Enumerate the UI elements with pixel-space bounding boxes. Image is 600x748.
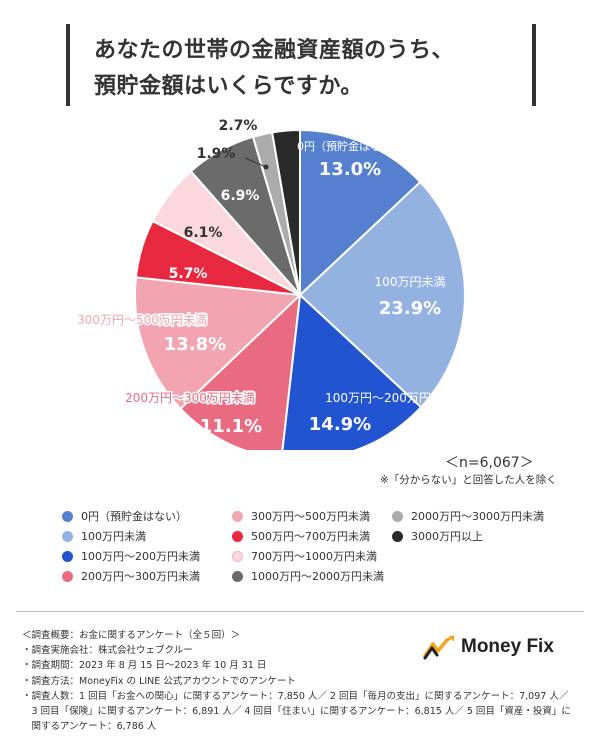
survey-count-3: 関するアンケート：6,786 人 xyxy=(22,721,157,733)
legend-swatch xyxy=(232,550,243,562)
slice-value-label: 6.1% xyxy=(184,225,223,241)
survey-method: ・調査方法：MoneyFix の LINE 公式アカウントでのアンケート xyxy=(22,675,296,687)
legend-swatch xyxy=(392,510,403,522)
slice-value-label: 2.7% xyxy=(219,118,258,134)
leader-dot xyxy=(263,164,269,170)
legend-item: 3000万円以上 xyxy=(392,528,483,544)
slice-value-label: 14.9% xyxy=(309,414,371,435)
legend-label: 100万円～200万円未満 xyxy=(81,550,200,563)
survey-count-2: 3 回目「保険」に関するアンケート：6,891 人／ 4 回目「住まい」に関する… xyxy=(22,706,571,718)
slice-name-label: 0円（預貯金はない） xyxy=(297,139,403,153)
legend-item: 500万円～700万円未満 xyxy=(232,528,370,544)
pie-slice xyxy=(298,180,466,409)
legend-item: 0円（預貯金はない） xyxy=(62,508,187,524)
slice-name-label: 100万円未満 xyxy=(375,275,446,289)
legend-item: 700万円～1000万円未満 xyxy=(232,548,377,564)
legend-swatch xyxy=(62,530,73,542)
legend-label: 3000万円以上 xyxy=(411,530,483,543)
legend-item: 2000万円～3000万円未満 xyxy=(392,508,544,524)
pie-slice xyxy=(179,292,302,450)
title-bar-left xyxy=(66,24,70,106)
legend-item: 200万円～300万円未満 xyxy=(62,568,200,584)
legend-label: 1000万円～2000万円未満 xyxy=(251,570,384,583)
logo-text: Money Fix xyxy=(461,636,554,657)
legend-swatch xyxy=(232,530,243,542)
legend-label: 500万円～700万円未満 xyxy=(251,530,370,543)
survey-summary: ＜調査概要：お金に関するアンケート（全５回）＞ ・調査実施会社：株式会社ウェブク… xyxy=(22,628,582,734)
chart-title-line1: あなたの世帯の金融資産額のうち、 xyxy=(94,38,455,63)
chart-title-line2: 預貯金額はいくらですか。 xyxy=(94,74,363,99)
legend-label: 300万円～500万円未満 xyxy=(251,510,370,523)
pie-slice xyxy=(270,128,301,296)
survey-period: ・調査期間：2023 年 8 月 15 日～2023 年 10 月 31 日 xyxy=(22,660,267,672)
legend-label: 100万円未満 xyxy=(81,530,146,543)
pie-slice xyxy=(281,292,423,450)
slice-value-label: 13.0% xyxy=(319,159,381,180)
slice-value-label: 6.9% xyxy=(221,188,260,204)
legend-label: 0円（預貯金はない） xyxy=(81,510,187,523)
sample-size-note: ＜n=6,067＞ xyxy=(445,455,534,471)
survey-company: ・調査実施会社：株式会社ウェブクルー xyxy=(22,645,193,657)
legend-item: 300万円～500万円未満 xyxy=(232,508,370,524)
legend-swatch xyxy=(232,510,243,522)
legend-swatch xyxy=(62,510,73,522)
legend-label: 200万円～300万円未満 xyxy=(81,570,200,583)
legend-label: 2000万円～3000万円未満 xyxy=(411,510,544,523)
slice-value-label: 5.7% xyxy=(169,266,208,282)
exclusion-note: ※「分からない」と回答した人を除く xyxy=(380,474,557,486)
legend-swatch xyxy=(232,570,243,582)
logo-mark-icon xyxy=(423,635,455,660)
chart-legend: 0円（預貯金はない） 100万円未満 100万円～200万円未満 200万円～300万… xyxy=(62,508,582,598)
slice-name-label: 200万円～300万円未満 xyxy=(125,391,255,405)
slice-value-label: 23.9% xyxy=(379,298,441,319)
legend-item: 1000万円～2000万円未満 xyxy=(232,568,384,584)
slice-value-label: 1.9% xyxy=(197,146,236,162)
pie-slice xyxy=(299,128,422,298)
legend-swatch xyxy=(62,570,73,582)
title-bar-right xyxy=(532,24,536,106)
legend-item: 100万円～200万円未満 xyxy=(62,548,200,564)
title-block: あなたの世帯の金融資産額のうち、 預貯金額はいくらですか。 xyxy=(66,24,536,106)
slice-name-label: 100万円～200万円未満 xyxy=(325,391,455,405)
slice-value-label: 11.1% xyxy=(200,416,262,437)
survey-header: ＜調査概要：お金に関するアンケート（全５回）＞ xyxy=(22,630,241,641)
leader-line xyxy=(244,157,267,168)
legend-swatch xyxy=(62,550,73,562)
moneyfix-logo: Money Fix xyxy=(423,634,554,660)
pie-slice xyxy=(134,276,303,411)
legend-swatch xyxy=(392,530,403,542)
legend-label: 700万円～1000万円未満 xyxy=(251,550,377,563)
pie-chart: 0円（預貯金はない） 13.0% 100万円未満 23.9% 100万円～200万円未満… xyxy=(76,118,466,450)
survey-count-1: ・調査人数：1 回目「お金への関心」に関するアンケート：7,850 人／ 2 回… xyxy=(22,690,569,702)
slice-value-label: 13.8% xyxy=(164,334,226,355)
slice-name-label: 300万円～500万円未満 xyxy=(77,313,207,327)
legend-item: 100万円未満 xyxy=(62,528,146,544)
divider xyxy=(16,611,584,612)
